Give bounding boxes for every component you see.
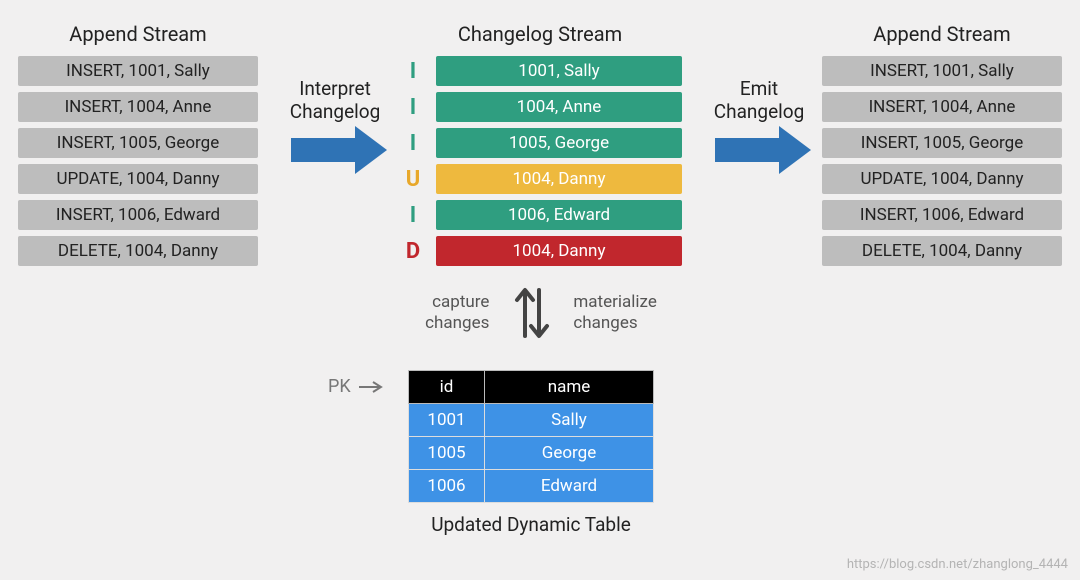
changelog-body: 1004, Danny [436, 236, 682, 266]
changelog-op: I [398, 59, 428, 84]
left-heading: Append Stream [18, 22, 258, 46]
dyn-row: 1001Sally [409, 404, 654, 437]
emit-l2: Changelog [714, 100, 805, 123]
dyn-cell: George [485, 437, 654, 470]
append-row: INSERT, 1006, Edward [18, 200, 258, 230]
pk-text: PK [328, 376, 351, 397]
dyn-head-row: idname [409, 371, 654, 404]
append-row: INSERT, 1001, Sally [822, 56, 1062, 86]
changelog-body: 1004, Danny [436, 164, 682, 194]
mid-heading: Changelog Stream [398, 22, 682, 46]
changelog-body: 1006, Edward [436, 200, 682, 230]
changelog-op: I [398, 131, 428, 156]
right-heading: Append Stream [822, 22, 1062, 46]
append-row: DELETE, 1004, Danny [18, 236, 258, 266]
dyn-cell: 1005 [409, 437, 485, 470]
emit-label: Emit Changelog [706, 78, 812, 124]
capture-l1: capture [432, 292, 489, 312]
append-stream-right: Append Stream INSERT, 1001, SallyINSERT,… [822, 22, 1062, 272]
interpret-l2: Changelog [290, 100, 381, 123]
changelog-stream: Changelog Stream I 1001, Sally I 1004, Anne… [398, 22, 682, 272]
append-stream-left: Append Stream INSERT, 1001, SallyINSERT,… [18, 22, 258, 272]
vertical-flow: capture changes materialize changes [336, 282, 746, 344]
dyn-caption: Updated Dynamic Table [408, 513, 654, 536]
dyn-cell: Sally [485, 404, 654, 437]
changelog-op: U [398, 167, 428, 192]
changelog-op: I [398, 203, 428, 228]
append-row: DELETE, 1004, Danny [822, 236, 1062, 266]
mid-rows: I 1001, Sally I 1004, Anne I 1005, George U 100… [398, 56, 682, 266]
changelog-row: D 1004, Danny [398, 236, 682, 266]
changelog-row: I 1006, Edward [398, 200, 682, 230]
interpret-arrow: Interpret Changelog [282, 78, 388, 130]
dynamic-table: idname 1001Sally1005George1006Edward [408, 370, 654, 503]
interpret-label: Interpret Changelog [282, 78, 388, 124]
swap-arrows-icon [507, 282, 555, 344]
dyn-cell: 1006 [409, 470, 485, 503]
arrow-right-icon [357, 380, 385, 394]
changelog-op: D [398, 239, 428, 264]
watermark: https://blog.csdn.net/zhanglong_4444 [847, 557, 1068, 572]
changelog-body: 1004, Anne [436, 92, 682, 122]
append-row: INSERT, 1004, Anne [822, 92, 1062, 122]
dyn-col-name: name [485, 371, 654, 404]
dyn-body: 1001Sally1005George1006Edward [409, 404, 654, 503]
right-rows: INSERT, 1001, Sally INSERT, 1004, Anne INS… [822, 56, 1062, 266]
emit-l1: Emit [740, 77, 778, 100]
changelog-row: U 1004, Danny [398, 164, 682, 194]
materialize-l2: changes [573, 313, 637, 333]
dyn-cell: Edward [485, 470, 654, 503]
dyn-row: 1006Edward [409, 470, 654, 503]
append-row: UPDATE, 1004, Danny [18, 164, 258, 194]
interpret-l1: Interpret [299, 77, 371, 100]
append-row: INSERT, 1005, George [822, 128, 1062, 158]
materialize-l1: materialize [573, 292, 656, 312]
changelog-row: I 1004, Anne [398, 92, 682, 122]
append-row: INSERT, 1006, Edward [822, 200, 1062, 230]
dyn-col-id: id [409, 371, 485, 404]
left-rows: INSERT, 1001, Sally INSERT, 1004, Anne INS… [18, 56, 258, 266]
changelog-op: I [398, 95, 428, 120]
capture-l2: changes [425, 313, 489, 333]
append-row: INSERT, 1005, George [18, 128, 258, 158]
pk-label: PK [328, 376, 385, 397]
dynamic-table-block: PK idname 1001Sally1005George1006Edward … [328, 370, 758, 536]
changelog-body: 1001, Sally [436, 56, 682, 86]
append-row: UPDATE, 1004, Danny [822, 164, 1062, 194]
changelog-body: 1005, George [436, 128, 682, 158]
capture-label: capture changes [425, 292, 489, 335]
append-row: INSERT, 1001, Sally [18, 56, 258, 86]
emit-arrow: Emit Changelog [706, 78, 812, 130]
dyn-row: 1005George [409, 437, 654, 470]
append-row: INSERT, 1004, Anne [18, 92, 258, 122]
materialize-label: materialize changes [573, 292, 656, 335]
changelog-row: I 1001, Sally [398, 56, 682, 86]
changelog-row: I 1005, George [398, 128, 682, 158]
dyn-cell: 1001 [409, 404, 485, 437]
